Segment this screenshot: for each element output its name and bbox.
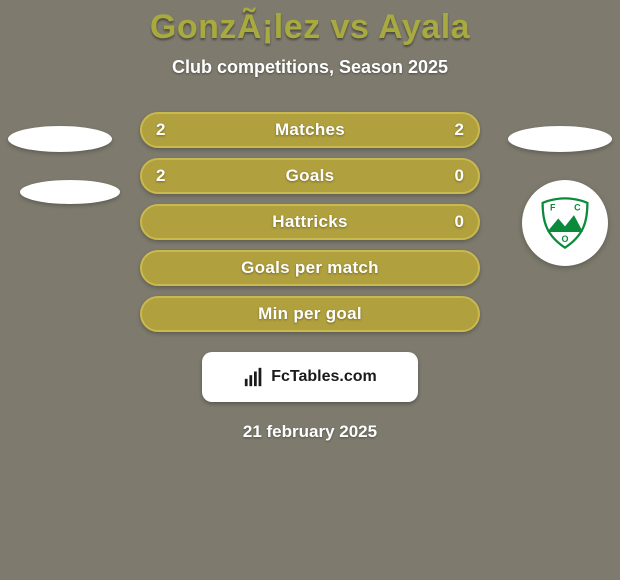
stat-right-value: 0 [455, 166, 464, 186]
footer-date: 21 february 2025 [0, 422, 620, 442]
stat-right-value: 0 [455, 212, 464, 232]
stat-row-matches: 2 Matches 2 [140, 112, 480, 148]
bar-4 [259, 368, 262, 386]
stat-left-value: 2 [156, 120, 165, 140]
stat-row-mpg: Min per goal [140, 296, 480, 332]
stat-right-value: 2 [455, 120, 464, 140]
stat-label: Goals per match [241, 258, 379, 278]
stat-row-hattricks: Hattricks 0 [140, 204, 480, 240]
bar-2 [250, 375, 253, 386]
stat-label: Hattricks [272, 212, 347, 232]
stat-label: Goals [286, 166, 335, 186]
brand-plate: FcTables.com [202, 352, 418, 402]
stats-container: 2 Matches 2 2 Goals 0 Hattricks 0 Goals … [0, 112, 620, 332]
page-title: GonzÃ¡lez vs Ayala [0, 8, 620, 47]
page-subtitle: Club competitions, Season 2025 [0, 57, 620, 78]
brand-text: FcTables.com [271, 368, 377, 386]
stat-left-value: 2 [156, 166, 165, 186]
bar-chart-icon [243, 366, 265, 388]
stat-label: Min per goal [258, 304, 362, 324]
stat-label: Matches [275, 120, 345, 140]
stat-row-gpm: Goals per match [140, 250, 480, 286]
page-background: GonzÃ¡lez vs Ayala Club competitions, Se… [0, 0, 620, 580]
bar-3 [254, 372, 257, 387]
bar-1 [245, 379, 248, 386]
stat-row-goals: 2 Goals 0 [140, 158, 480, 194]
